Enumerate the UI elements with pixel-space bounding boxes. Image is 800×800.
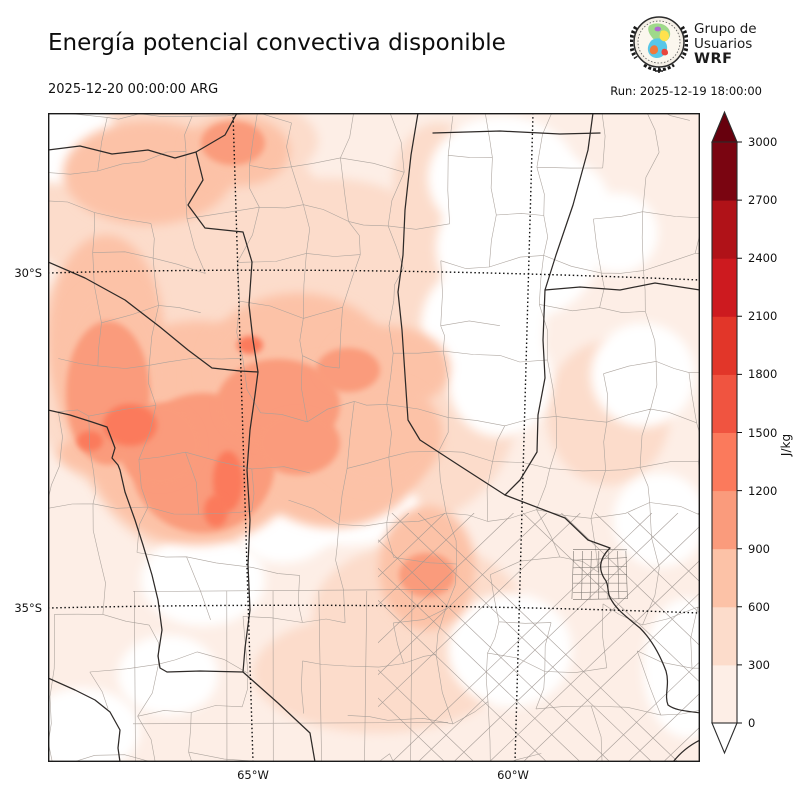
colorbar-bin-900-1200 [712,490,737,550]
y-tick-30°S: 30°S [14,266,42,280]
logo-line3: WRF [694,50,733,67]
colorbar-under-arrow [711,722,738,755]
map-frame [48,113,700,762]
map-area [48,113,700,762]
colorbar-tick-0: 0 [748,716,756,730]
colorbar-tick-3000: 3000 [748,135,778,149]
colorbar-bin-600-900 [712,548,737,608]
x-tick-60°W: 60°W [497,768,529,782]
logo-text: Grupo de Usuarios WRF [694,20,757,67]
colorbar-over-arrow [711,110,738,143]
colorbar-svg [711,110,742,755]
colorbar-tick-900: 900 [748,541,770,556]
colorbar-tick-300: 300 [748,657,770,672]
colorbar-bin-1800-2100 [712,316,737,375]
logo-line1: Grupo de [694,20,757,37]
run-time-label: Run: 2025-12-19 18:00:00 [610,84,762,98]
colorbar: 0 300 600 900 1200 1500 1800 2100 2400 2700 3000 J… [702,100,797,770]
wrf-users-group-logo: Grupo de Usuarios WRF [630,12,790,76]
gridline-65W [232,113,254,762]
x-tick-65°W: 65°W [237,768,269,782]
logo-line2: Usuarios [694,35,753,52]
colorbar-bin-1500-1800 [712,374,737,433]
page-title: Energía potencial convectiva disponible [48,30,506,56]
valid-time-label: 2025-12-20 00:00:00 ARG [48,82,219,97]
colorbar-bin-2700-3000 [712,142,737,201]
globe-emblem-icon [630,16,688,73]
y-tick-35°S: 35°S [14,601,42,615]
gridline-35S [48,604,700,614]
colorbar-tick-2400: 2400 [748,251,778,266]
colorbar-tick-1800: 1800 [748,367,778,382]
colorbar-tick-2700: 2700 [748,193,778,208]
colorbar-tick-600: 600 [748,599,770,614]
colorbar-tick-1500: 1500 [748,425,778,440]
colorbar-bin-2400-2700 [712,200,737,259]
cape-map [48,113,700,762]
colorbar-bin-300-600 [712,606,737,666]
colorbar-tick-1200: 1200 [748,483,778,498]
colorbar-bin-1200-1500 [712,432,737,492]
colorbar-bin-0-300 [712,664,737,724]
colorbar-unit-label: J/kg [779,433,793,457]
cape-filled-contours [48,113,700,762]
colorbar-bin-2100-2400 [712,258,737,317]
gridline-60W [514,113,534,762]
province-boundaries [48,113,700,762]
lat-lon-gridlines [48,113,700,762]
colorbar-tick-2100: 2100 [748,309,778,324]
